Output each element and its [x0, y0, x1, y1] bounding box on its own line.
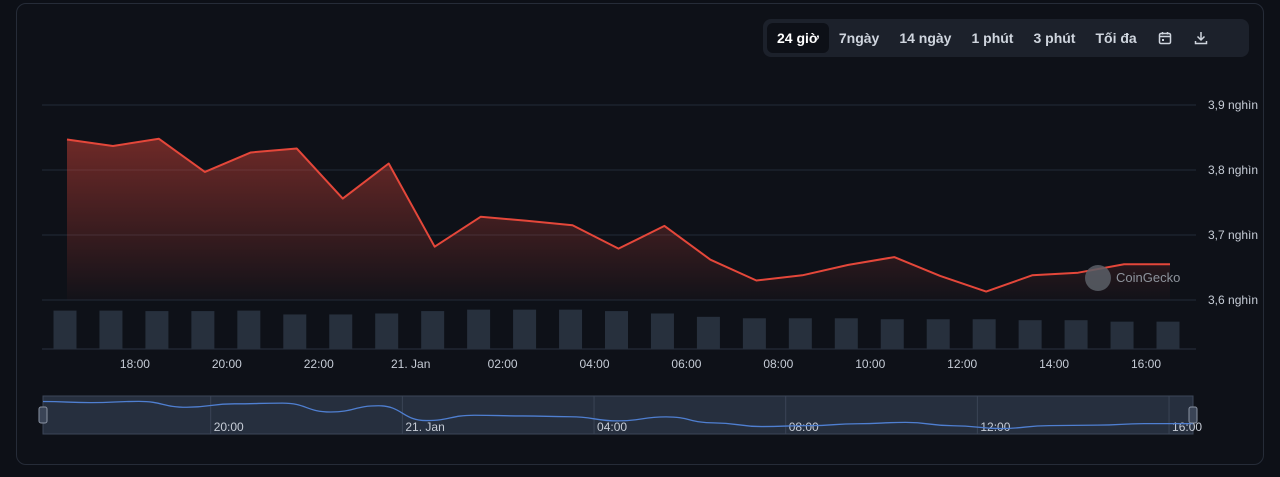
tab-1m[interactable]: 1 phút: [971, 30, 1014, 46]
volume-bar: [1156, 321, 1180, 349]
volume-bar: [1018, 320, 1042, 349]
y-tick-label: 3,8 nghìn: [1208, 163, 1258, 177]
x-tick-label: 06:00: [671, 357, 701, 371]
navigator-line: [42, 400, 1193, 430]
navigator-tick-label: 21. Jan: [405, 420, 444, 434]
volume-bar: [283, 314, 307, 349]
navigator-left-handle[interactable]: [38, 406, 48, 424]
volume-bar: [972, 319, 996, 349]
y-tick-label: 3,7 nghìn: [1208, 228, 1258, 242]
volume-bar: [650, 313, 674, 349]
volume-bar: [1110, 321, 1134, 349]
volume-bar: [145, 311, 169, 349]
volume-bar: [375, 313, 399, 349]
volume-bar: [1064, 320, 1088, 349]
x-axis-labels: 18:00 20:00 22:00 21. Jan 02:00 04:00 06:00 08:…: [120, 357, 1161, 371]
volume-bar: [421, 311, 445, 349]
x-tick-label: 02:00: [488, 357, 518, 371]
x-tick-label: 08:00: [763, 357, 793, 371]
volume-bar: [834, 318, 858, 349]
navigator-tick-label: 08:00: [789, 420, 819, 434]
price-line: [66, 137, 1170, 293]
calendar-icon[interactable]: [1147, 23, 1183, 53]
volume-bar: [53, 310, 77, 349]
tab-max[interactable]: Tối đa: [1095, 30, 1137, 46]
navigator-right-handle[interactable]: [1188, 406, 1198, 424]
navigator-tick-label: 04:00: [597, 420, 627, 434]
volume-bars: [53, 309, 1180, 349]
range-toolbar: 24 giờ 7ngày 14 ngày 1 phút 3 phút Tối đ…: [763, 19, 1249, 57]
y-tick-label: 3,9 nghìn: [1208, 98, 1258, 112]
watermark-text: CoinGecko: [1116, 270, 1180, 285]
x-tick-label: 14:00: [1039, 357, 1069, 371]
volume-bar: [467, 309, 491, 349]
x-tick-label: 21. Jan: [391, 357, 430, 371]
download-icon[interactable]: [1183, 23, 1219, 53]
tab-7d[interactable]: 7ngày: [838, 30, 880, 46]
volume-bar: [329, 314, 353, 349]
price-area-fill: [67, 138, 1170, 300]
navigator-tick-label: 16:00: [1172, 420, 1202, 434]
x-tick-label: 10:00: [855, 357, 885, 371]
price-area: [66, 137, 1170, 300]
volume-bar: [605, 311, 628, 349]
volume-bar: [926, 319, 950, 349]
volume-bar: [99, 310, 123, 349]
volume-bar: [880, 319, 904, 349]
volume-bar: [237, 310, 261, 349]
x-tick-label: 16:00: [1131, 357, 1161, 371]
volume-bar: [696, 316, 720, 349]
x-tick-label: 20:00: [212, 357, 242, 371]
tab-24h[interactable]: 24 giờ: [767, 23, 829, 53]
volume-bar: [513, 309, 537, 349]
coingecko-logo-icon: [1085, 265, 1111, 291]
tab-3m[interactable]: 3 phút: [1033, 30, 1076, 46]
navigator-tick-label: 12:00: [980, 420, 1010, 434]
y-axis-labels: 3,9 nghìn 3,8 nghìn 3,7 nghìn 3,6 nghìn: [1208, 98, 1258, 307]
navigator-tick-label: 20:00: [214, 420, 244, 434]
x-tick-label: 04:00: [580, 357, 610, 371]
volume-bar: [788, 318, 812, 349]
x-tick-label: 18:00: [120, 357, 150, 371]
coingecko-watermark: CoinGecko: [1085, 265, 1180, 291]
range-navigator[interactable]: 20:00 21. Jan 04:00 08:00 12:00 16:00: [38, 395, 1202, 435]
y-tick-label: 3,6 nghìn: [1208, 293, 1258, 307]
x-tick-label: 22:00: [304, 357, 334, 371]
volume-bar: [191, 311, 215, 349]
volume-bar: [742, 318, 766, 349]
volume-bar: [559, 309, 583, 349]
x-tick-label: 12:00: [947, 357, 977, 371]
tab-14d[interactable]: 14 ngày: [899, 30, 952, 46]
